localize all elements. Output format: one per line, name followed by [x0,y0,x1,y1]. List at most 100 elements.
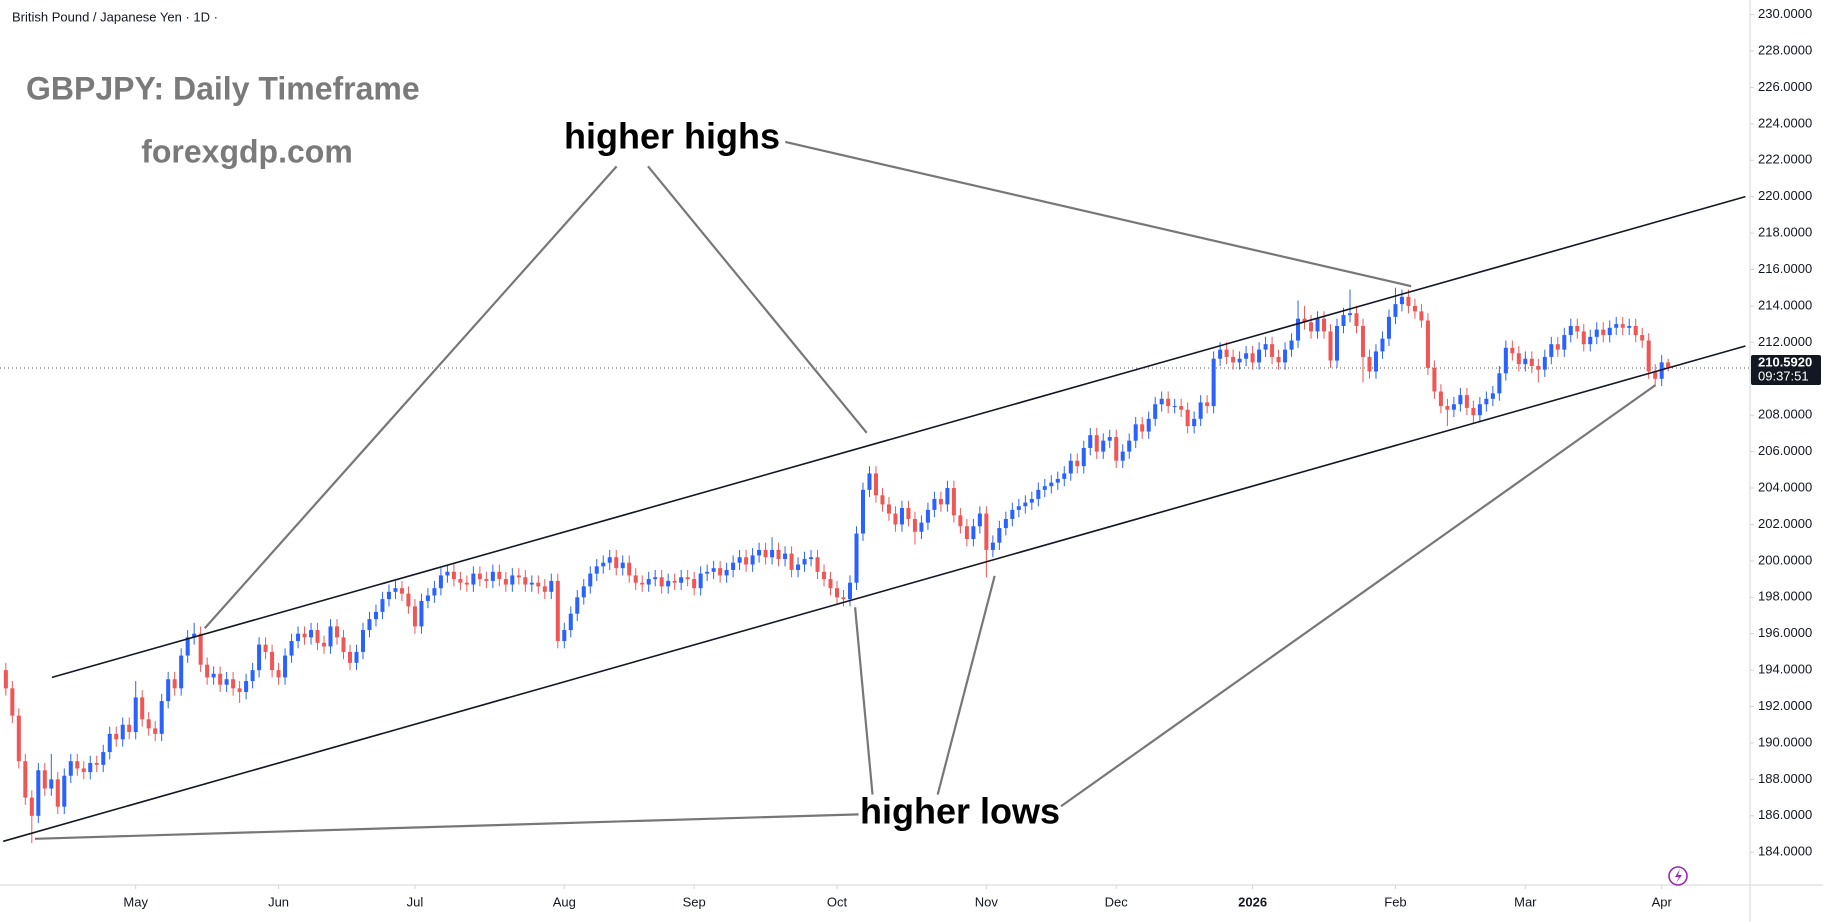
annotation-pointer [785,140,1412,288]
candle-body [503,579,508,585]
y-tick-label: 196.0000 [1758,625,1812,640]
candle-body [1458,395,1463,405]
candle-body [724,569,729,576]
last-price-box [1751,354,1821,385]
candle-body [1302,318,1307,323]
candle-body [555,580,560,641]
candle-body [919,522,924,532]
candle-body [893,513,898,525]
candle-body [711,568,716,572]
candle-body [1153,404,1158,419]
candle-body [1179,406,1184,410]
candle-body [1380,338,1385,352]
candle-body [55,779,60,807]
candle-body [1075,460,1080,467]
candle-body [425,595,430,601]
annotation: higher highs [564,116,780,157]
y-tick-label: 188.0000 [1758,771,1812,786]
candle-body [796,564,801,570]
candle-body [1523,358,1528,365]
y-tick-label: 230.0000 [1758,6,1812,21]
candle-body [1412,305,1417,312]
candle-body [1393,304,1398,317]
candle-body [750,555,755,565]
candle-body [315,630,320,643]
candle-body [146,719,151,729]
candle-body [958,515,963,527]
candle-body [1549,344,1554,357]
candle-body [1497,373,1502,394]
candle-body [1432,367,1437,392]
candle-body [471,573,476,585]
annotation-pointer [1060,384,1657,808]
candle-body [1438,391,1443,407]
candle-body [23,761,28,798]
candle-body [257,644,262,671]
candle-body [101,752,106,765]
x-tick-label: Oct [827,894,848,909]
x-tick-label: Jul [407,894,424,909]
candle-body [763,549,768,558]
candle-body [1192,418,1197,427]
candle-body [1640,335,1645,341]
candle-body [1328,331,1333,361]
candle-body [1588,336,1593,345]
candle-body [29,797,34,816]
alert-icon[interactable] [1668,866,1688,886]
annotation-pointer [936,575,996,795]
candle-body [549,580,554,592]
candle-body [211,673,216,678]
candle-body [120,724,125,740]
candle-body [1367,356,1372,372]
candle-body [529,582,534,585]
candle-body [698,573,703,589]
candle-body [581,586,586,598]
symbol-header: British Pound / Japanese Yen · 1D · [12,9,218,24]
candle-body [399,588,404,594]
candle-body [458,579,463,583]
candle-body [1516,353,1521,365]
candle-body [847,582,853,600]
candle-body [568,613,573,631]
candle-body [432,588,437,596]
candle-body [1445,406,1450,410]
candle-body [1010,509,1015,519]
candle-body [906,508,911,519]
candle-body [1451,404,1456,410]
candle-body [1419,311,1424,321]
candle-body [854,533,859,583]
candle-body [276,670,281,678]
x-tick-label: Apr [1652,894,1673,909]
candle-body [925,509,930,523]
candle-body [1568,325,1573,336]
candle-body [477,573,482,580]
candle-body [1620,324,1625,328]
candle-body [1224,349,1229,357]
candle-body [140,697,145,720]
candle-body [672,580,677,583]
candle-body [841,597,846,600]
candle-body [770,549,775,558]
candle-body [302,633,307,638]
candle-body [594,566,599,574]
candle-body [835,588,840,598]
candle-body [1140,424,1145,432]
candle-body [309,630,314,638]
candle-body [1425,320,1430,368]
candle-body [601,562,606,567]
candle-body [127,724,132,733]
candle-body [1250,353,1255,363]
candle-body [1133,424,1138,441]
candle-body [828,579,833,589]
candle-body [1471,407,1476,416]
candle-body [1127,440,1132,452]
candle-body [75,761,80,769]
candle-body [490,571,495,581]
candle-body [10,688,15,716]
y-tick-label: 224.0000 [1758,115,1812,130]
candle-body [94,762,99,765]
candle-body [542,586,547,592]
candle-body [1653,371,1658,379]
y-tick-label: 204.0000 [1758,479,1812,494]
